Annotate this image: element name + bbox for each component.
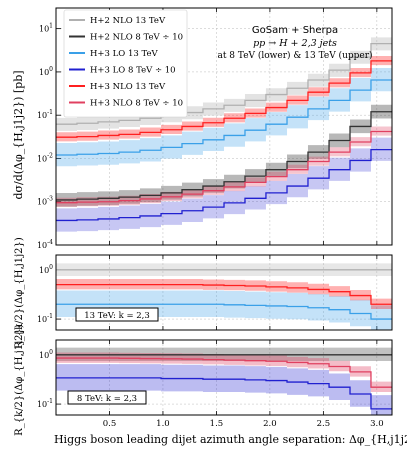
- ratio13-ylabel: R_{k/2}(Δφ_{H,j1j2}): [14, 237, 25, 349]
- legend-label-1: H+2 NLO 8 TeV ÷ 10: [90, 33, 183, 43]
- ratio8-ytick-label: 100: [39, 349, 53, 360]
- main-frame: [55, 7, 393, 246]
- ratio13-band-2: [56, 279, 393, 310]
- main-panel: 10-4 10-3 10-2 10-1 100 101: [37, 7, 393, 250]
- ratio-8tev-panel: 10-1 100 0.5 1.0 1.5 2.0 2.5 3.0: [37, 339, 393, 429]
- ratio-13tev-panel: 10-1 100: [37, 254, 393, 331]
- ratio13-series-line-1: [56, 303, 393, 320]
- main-series-line-1: [56, 111, 393, 201]
- legend-label-0: H+2 NLO 13 TeV: [90, 16, 166, 26]
- main-band-4: [56, 55, 393, 142]
- ratio13-series-line-2: [56, 284, 393, 305]
- main-band-2: [56, 67, 393, 167]
- main-series-line-0: [56, 43, 393, 125]
- ratio8-label-box: 8 TeV: k = 2,3: [67, 390, 147, 405]
- main-ytick-label: 10-1: [37, 109, 53, 120]
- legend-label-3: H+3 LO 8 TeV ÷ 10: [90, 66, 176, 76]
- ratio13-ytick-label: 100: [39, 264, 53, 275]
- annotation-line-3: at 8 TeV (lower) & 13 TeV (upper): [217, 50, 372, 61]
- main-ytick-label: 10-2: [37, 152, 53, 163]
- ratio8-ytick-label: 10-1: [37, 398, 53, 409]
- x-tick-label: 1.0: [156, 419, 170, 429]
- main-series-line-4: [56, 60, 393, 138]
- main-series-line-2: [56, 79, 393, 156]
- ratio8-ylabel: R_{k/2}(Δφ_{H,j1j2}): [14, 324, 25, 436]
- legend-label-2: H+3 LO 13 TeV: [90, 49, 159, 59]
- ratio8-label: 8 TeV: k = 2,3: [77, 394, 137, 404]
- main-series-line-3: [56, 148, 393, 222]
- x-axis-label: Higgs boson leading dijet azimuth angle …: [54, 433, 407, 446]
- main-ylabel: dσ/d(Δφ_{H,j1j2}) [pb]: [12, 70, 25, 199]
- main-series-line-5: [56, 130, 393, 204]
- annotation-line-1: GoSam + Sherpa: [252, 25, 338, 36]
- x-tick-label: 3.0: [370, 419, 384, 429]
- main-band-3: [56, 137, 393, 232]
- x-tick-label: 1.5: [210, 419, 224, 429]
- ratio13-label-box: 13 TeV: k = 2,3: [75, 307, 159, 322]
- ratio8-series-line-1: [56, 377, 393, 410]
- main-ytick-label: 101: [39, 23, 53, 34]
- x-tick-label: 0.5: [103, 419, 117, 429]
- ratio8-series-line-2: [56, 357, 393, 388]
- ratio13-band-1: [56, 290, 393, 330]
- legend-label-5: H+3 NLO 8 TeV ÷ 10: [90, 99, 183, 109]
- x-tick-label: 2.0: [263, 419, 277, 429]
- legend: H+2 NLO 13 TeV H+2 NLO 8 TeV ÷ 10 H+3 LO 1…: [63, 9, 188, 118]
- ratio8-band-1: [56, 364, 393, 415]
- main-ytick-label: 10-4: [37, 239, 53, 250]
- ratio13-label: 13 TeV: k = 2,3: [84, 311, 150, 321]
- annotation-line-2: pp → H + 2,3 jets: [253, 38, 337, 49]
- ratio13-ytick-label: 10-1: [37, 313, 53, 324]
- legend-label-4: H+3 NLO 13 TeV: [90, 82, 166, 92]
- ratio8-frame: [55, 339, 393, 416]
- main-ytick-label: 10-3: [37, 196, 53, 207]
- x-tick-label: 2.5: [317, 419, 331, 429]
- main-band-0: [56, 37, 393, 131]
- main-ytick-label: 100: [39, 66, 53, 77]
- ratio13-frame: [55, 254, 393, 331]
